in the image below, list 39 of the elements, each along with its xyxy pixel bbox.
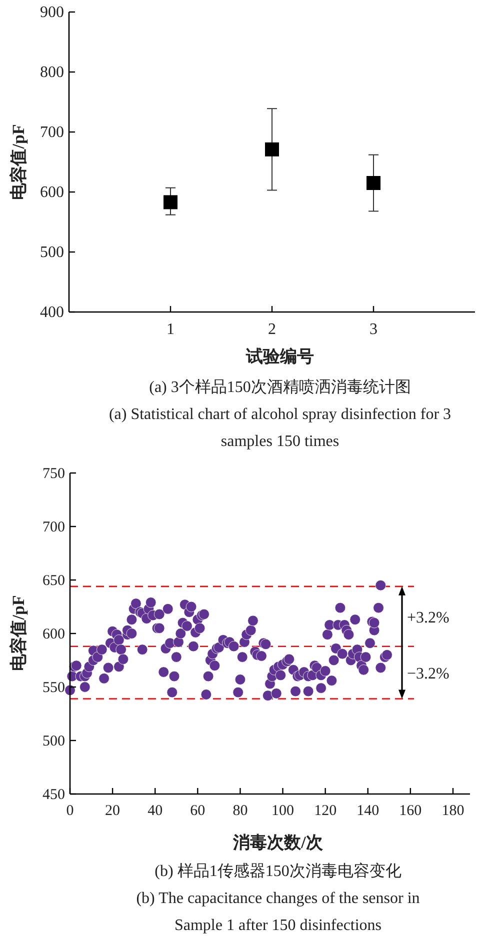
y-tick-label: 500 — [40, 244, 64, 261]
x-tick-label: 40 — [148, 803, 163, 819]
y-tick-label: 400 — [40, 304, 64, 321]
y-tick-label: 600 — [40, 184, 64, 201]
annotation: +3.2% — [407, 609, 450, 626]
text: (b) 样品1传感器150次消毒电容变化 — [154, 862, 402, 880]
point — [366, 176, 380, 190]
x-axis-title: 消毒次数/次 — [232, 833, 324, 852]
y-tick-label: 650 — [42, 573, 65, 589]
y-tick-label: 700 — [42, 520, 65, 536]
point — [164, 195, 178, 210]
y-tick-label: 700 — [40, 124, 64, 141]
x-tick-label: 20 — [105, 803, 120, 819]
y-tick-label: 500 — [42, 734, 65, 750]
y-tick-label: 750 — [42, 466, 65, 482]
y-tick-label: 450 — [42, 787, 65, 803]
text: (a) 3个样品150次酒精喷洒消毒统计图 — [149, 378, 411, 396]
y-tick-label: 900 — [40, 4, 64, 21]
x-axis-title: 试验编号 — [245, 347, 314, 366]
x-tick-label: 160 — [399, 803, 422, 819]
x-tick-label: 120 — [314, 803, 337, 819]
text: (b) The capacitance changes of the sensor in Sample 1 after 150 disinfections — [136, 890, 420, 934]
x-tick-label: 60 — [190, 803, 206, 819]
y-tick-label: 550 — [42, 680, 65, 696]
x-tick-label: 100 — [272, 803, 294, 819]
x-tick-label: 80 — [232, 803, 248, 819]
y-tick-label: 600 — [42, 626, 65, 642]
x-tick-label: 1 — [166, 321, 174, 338]
x-tick-label: 140 — [356, 803, 380, 819]
x-tick-label: 180 — [442, 803, 464, 819]
text: (a) Statistical chart of alcohol spray disinfection for 3 samples 150 times — [108, 406, 452, 450]
y-axis-title: 电容值/pF — [8, 595, 28, 671]
x-tick-label: 0 — [66, 803, 74, 819]
x-tick-label: 2 — [268, 321, 276, 338]
annotation: −3.2% — [407, 666, 450, 683]
x-tick-label: 3 — [370, 321, 378, 338]
point — [265, 142, 279, 156]
y-axis-title: 电容值/pF — [8, 124, 28, 200]
y-tick-label: 800 — [40, 64, 64, 81]
